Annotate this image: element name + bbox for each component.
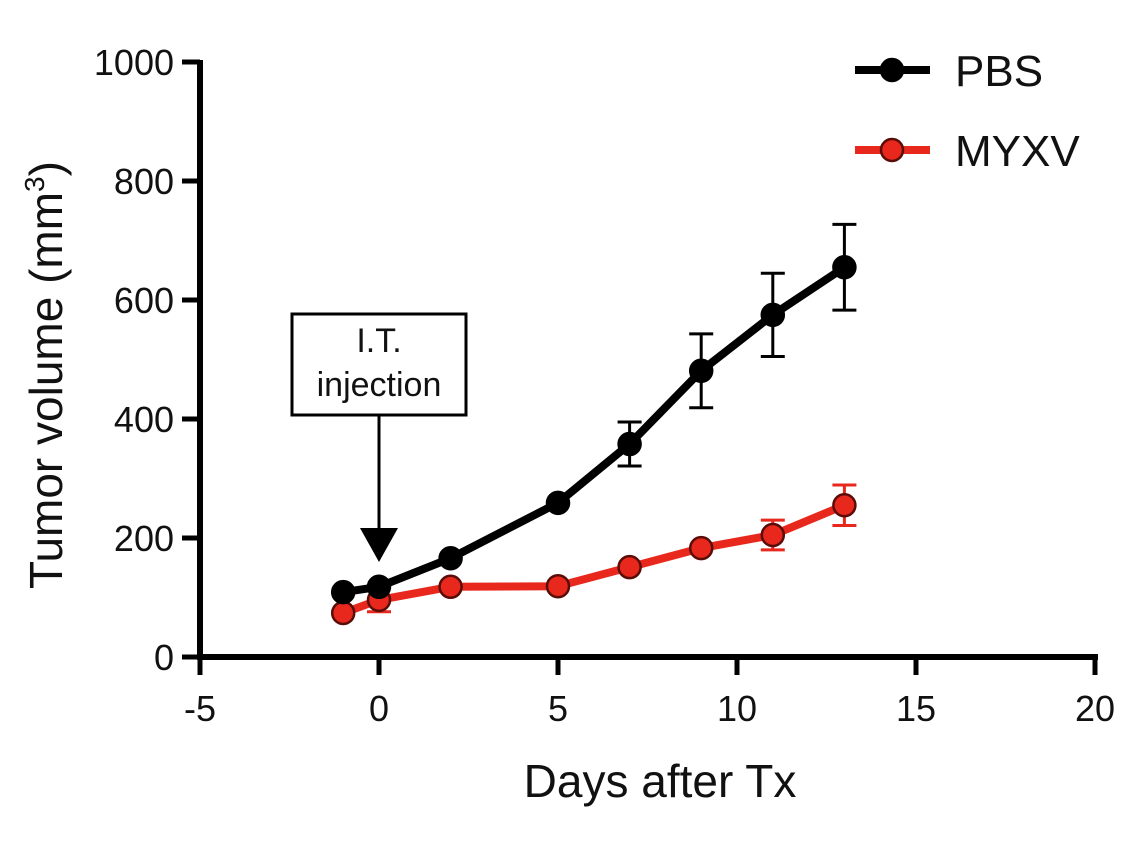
y-axis-label: Tumor volume (mm3) <box>19 161 72 589</box>
legend-label: MYXV <box>955 127 1080 176</box>
y-tick-label: 600 <box>114 280 174 321</box>
y-tick-label: 0 <box>154 637 174 678</box>
x-tick-label: -5 <box>184 688 216 729</box>
y-tick-label: 400 <box>114 399 174 440</box>
x-tick-label: 5 <box>548 688 568 729</box>
legend-label: PBS <box>955 47 1043 96</box>
legend-item-myxv: MYXV <box>855 127 1080 176</box>
data-point <box>330 579 356 605</box>
series-line <box>342 263 847 597</box>
arrow-down-icon <box>360 528 398 562</box>
x-tick-label: 15 <box>896 688 936 729</box>
series-pbs <box>330 222 857 605</box>
legend-item-pbs: PBS <box>855 47 1043 96</box>
legend: PBS MYXV <box>855 47 1080 176</box>
annotation-line-1: I.T. <box>356 322 401 360</box>
annotation-box <box>290 312 468 417</box>
data-point <box>366 574 392 600</box>
injection-annotation: I.T. injection <box>290 312 468 562</box>
data-point <box>760 522 786 548</box>
data-point <box>617 431 642 457</box>
data-point <box>330 600 356 626</box>
legend-marker <box>879 137 905 163</box>
x-axis-label: Days after Tx <box>524 755 797 807</box>
x-tick-label: 20 <box>1075 688 1115 729</box>
data-point <box>832 493 857 518</box>
y-tick-label: 800 <box>114 161 174 202</box>
data-point <box>438 574 463 600</box>
y-tick-label: 1000 <box>94 42 174 83</box>
annotation-line-2: injection <box>317 366 442 404</box>
series-myxv <box>330 483 857 626</box>
data-point <box>688 535 714 561</box>
data-point <box>438 545 463 571</box>
legend-marker <box>879 57 905 83</box>
x-tick-label: 10 <box>717 688 757 729</box>
data-point <box>617 554 642 580</box>
data-point <box>832 255 857 280</box>
y-tick-label: 200 <box>114 518 174 559</box>
data-point <box>760 302 786 328</box>
data-point <box>545 573 571 599</box>
data-point <box>545 490 571 516</box>
x-tick-label: 0 <box>369 688 389 729</box>
data-point <box>688 358 714 384</box>
